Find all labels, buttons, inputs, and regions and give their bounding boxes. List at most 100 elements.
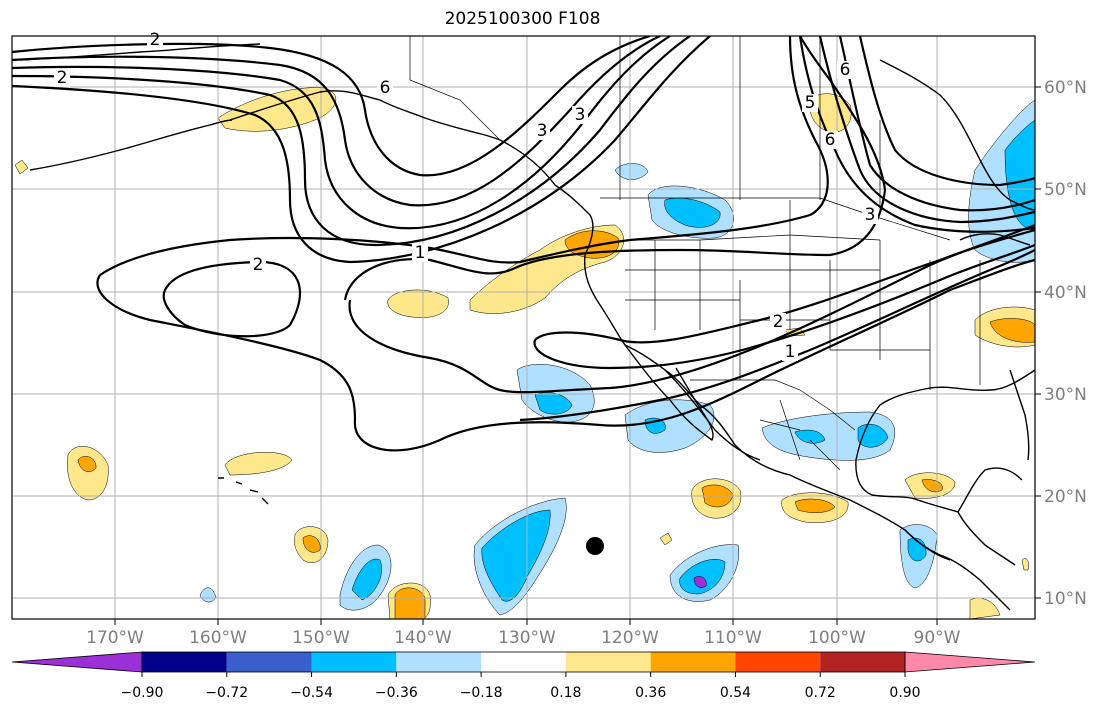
- anomaly-region: [679, 559, 726, 595]
- contour-label: 6: [380, 78, 391, 98]
- longitude-label: 90°W: [914, 628, 961, 648]
- storm-center-marker[interactable]: [586, 537, 604, 555]
- anomaly-region: [387, 289, 449, 318]
- border-alaska-canada: [409, 36, 501, 141]
- longitude-label: 120°W: [601, 628, 659, 648]
- latitude-label: 20°N: [1044, 487, 1087, 507]
- colorbar-swatch: [481, 652, 566, 672]
- height-contour: [798, 36, 1035, 233]
- border-canada-provinces: [619, 36, 881, 210]
- height-contour: [534, 223, 1035, 344]
- latitude-label: 10°N: [1044, 589, 1087, 609]
- colorbar-label: 0.36: [635, 685, 666, 701]
- height-contour: [343, 36, 887, 301]
- coast-mexico-west: [664, 369, 761, 461]
- height-contour: [838, 36, 1035, 212]
- map-panel: [12, 36, 1035, 619]
- map-title: 2025100300 F108: [444, 9, 601, 29]
- contour-label: 3: [865, 205, 876, 225]
- coast-florida: [1009, 369, 1030, 461]
- colorbar-label: −0.54: [290, 685, 333, 701]
- anomaly-shading: [14, 87, 1035, 619]
- anomaly-region: [624, 399, 715, 453]
- height-contour: [12, 36, 651, 177]
- height-contour: [818, 36, 1035, 224]
- longitude-label: 150°W: [292, 628, 350, 648]
- longitude-label: 100°W: [808, 628, 866, 648]
- contour-label: 2: [253, 255, 264, 275]
- anomaly-region: [614, 163, 649, 180]
- longitude-labels: 170°W 160°W 150°W 140°W 130°W 120°W 110°W 100°W…: [86, 628, 961, 648]
- coast-hawaii: [218, 477, 269, 505]
- colorbar-swatch: [735, 652, 821, 672]
- colorbar-swatch: [142, 652, 227, 672]
- anomaly-region: [14, 159, 29, 175]
- contour-label: 1: [415, 243, 426, 263]
- colorbar-label: −0.18: [460, 685, 503, 701]
- anomaly-region: [659, 532, 673, 546]
- anomaly-region: [77, 456, 97, 472]
- anomaly-region: [224, 452, 293, 476]
- colorbar-swatch: [820, 652, 905, 672]
- colorbar: [11, 651, 1036, 673]
- anomaly-region: [481, 509, 551, 602]
- contour-label-halo: [250, 256, 266, 274]
- height-contour: [99, 36, 829, 276]
- anomaly-region: [969, 597, 1001, 619]
- anomaly-region: [394, 587, 426, 619]
- anomaly-region: [794, 498, 836, 513]
- longitude-label: 110°W: [704, 628, 762, 648]
- height-contour: [12, 36, 671, 230]
- colorbar-label: 0.18: [550, 685, 581, 701]
- latitude-label: 40°N: [1044, 283, 1087, 303]
- gridlines: [12, 36, 1035, 619]
- contour-label-halo: [822, 131, 838, 149]
- anomaly-region: [67, 446, 109, 501]
- anomaly-region: [794, 429, 826, 444]
- anomaly-region: [199, 587, 217, 603]
- coast-great-lakes: [959, 233, 1031, 246]
- colorbar-label: 0.72: [805, 685, 836, 701]
- colorbar-label: 0.54: [720, 685, 751, 701]
- contour-label: 2: [150, 30, 161, 50]
- latitude-label: 30°N: [1044, 385, 1087, 405]
- contour-label: 6: [840, 60, 851, 80]
- colorbar-label: −0.36: [375, 685, 418, 701]
- anomaly-region: [302, 535, 321, 553]
- height-contour: [12, 36, 691, 247]
- height-contour: [12, 36, 711, 264]
- contour-label-halo: [377, 79, 393, 97]
- height-contour: [162, 260, 302, 338]
- contour-label-halo: [862, 206, 878, 224]
- anomaly-region: [989, 318, 1035, 343]
- latitude-label: 50°N: [1044, 180, 1087, 200]
- longitude-label: 140°W: [394, 628, 452, 648]
- colorbar-swatch: [565, 652, 651, 672]
- contour-label: 3: [575, 105, 586, 125]
- colorbar-labels: −0.90 −0.72 −0.54 −0.36 −0.18 0.18 0.36 0.54 0.7…: [121, 672, 921, 701]
- anomaly-region: [1021, 558, 1029, 571]
- colorbar-frame: [141, 651, 906, 673]
- height-contours: [12, 36, 1035, 452]
- contour-label: 5: [805, 93, 816, 113]
- anomaly-region: [351, 558, 382, 601]
- height-contour: [348, 228, 1035, 394]
- contour-label-halo: [54, 69, 70, 87]
- height-contour: [533, 243, 1035, 370]
- coast-aleutians: [29, 119, 233, 171]
- axis-ticks: [114, 86, 1041, 625]
- contour-label: 2: [57, 68, 68, 88]
- contour-label: 3: [537, 121, 548, 141]
- border-us-canada: [600, 197, 951, 241]
- height-contour: [96, 258, 1035, 452]
- coast-alaska: [229, 90, 501, 141]
- colorbar-swatch: [226, 652, 312, 672]
- contour-label-halo: [782, 343, 798, 361]
- contour-label: 2: [773, 312, 784, 332]
- contour-label-halo: [802, 94, 818, 112]
- contour-label: 1: [785, 342, 796, 362]
- colorbar-extend-low: [11, 651, 143, 673]
- height-contour: [858, 36, 1035, 187]
